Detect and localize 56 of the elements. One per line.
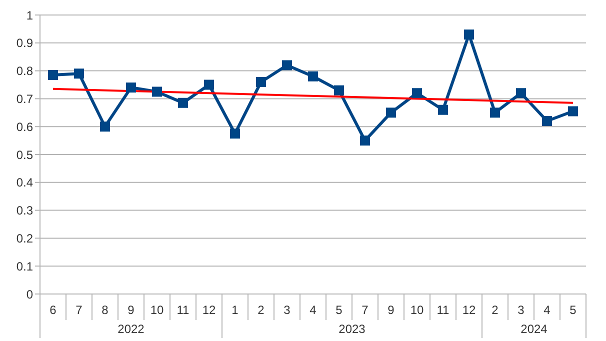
point [100,122,110,132]
point [48,70,58,80]
x-tick-label: 5 [336,303,343,317]
y-tick-label: 1 [26,8,34,22]
y-tick-label: 0 [26,287,34,302]
x-tick-label: 3 [284,303,291,317]
x-tick-label: 2 [492,303,499,317]
y-tick-label: 0.8 [16,64,34,78]
point [152,86,162,97]
point [126,82,136,93]
x-tick-label: 11 [176,303,190,317]
x-tick-label: 7 [362,303,369,317]
text: 2023 [338,322,366,336]
point [386,108,396,118]
point [542,116,552,126]
x-tick-label: 12 [202,303,216,317]
point [230,128,240,139]
y-tick-label: 0.2 [16,231,34,246]
x-tick-label: 4 [544,303,551,317]
x-tick-label: 11 [436,303,450,317]
text: 2022 [118,322,145,336]
point [464,30,474,40]
y-tick-label: 0.6 [16,120,34,134]
text: 2024 [520,322,548,336]
x-tick-label: 5 [570,303,577,317]
point [204,80,214,90]
x-tick-label: 4 [310,303,317,317]
y-tick-label: 0.4 [16,176,34,190]
point [412,88,422,98]
point [438,104,448,115]
y-tick-label: 0.7 [16,92,34,106]
point [308,71,318,82]
point [360,136,370,146]
x-tick-label: 8 [102,303,109,317]
x-tick-label: 6 [50,303,57,317]
x-tick-label: 12 [462,303,476,317]
x-tick-label: 7 [76,303,83,317]
y-tick-label: 0.9 [16,36,34,50]
x-tick-label: 2 [258,303,265,317]
point [490,108,500,118]
x-tick-label: 10 [150,303,164,317]
point [178,98,188,108]
point [74,68,84,79]
y-tick-label: 0.1 [16,259,34,274]
y-tick-label: 0.5 [16,148,34,162]
x-tick-label: 9 [128,303,135,317]
point [516,88,526,98]
x-tick-label: 3 [518,303,525,317]
x-tick-label: 1 [232,303,239,317]
point [282,60,292,70]
point [256,76,266,87]
y-tick-label: 0.3 [16,204,34,218]
point [334,85,344,96]
point [568,106,578,116]
x-tick-label: 9 [388,303,395,317]
x-tick-label: 10 [410,303,424,317]
